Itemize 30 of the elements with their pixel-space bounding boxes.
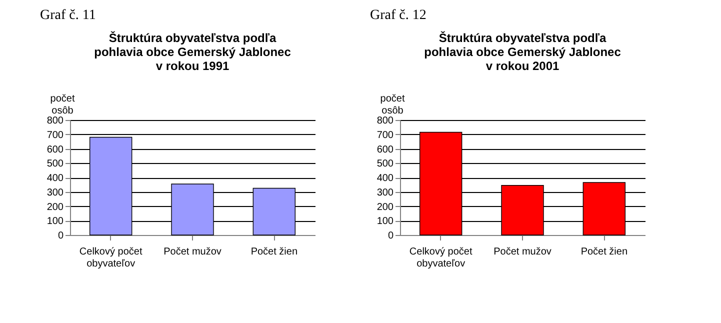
y-tick-label: 100 xyxy=(46,216,64,228)
y-tick-label: 400 xyxy=(376,173,394,184)
x-tick-label: Celkový počet obyvateľov xyxy=(79,246,142,270)
y-axis-title: počet osôb xyxy=(50,94,75,116)
x-tick-label: Počet mužov xyxy=(164,246,222,258)
y-tick-label: 700 xyxy=(46,130,64,141)
y-tick-label: 300 xyxy=(46,187,64,198)
y-tick-label: 300 xyxy=(376,187,394,198)
y-tick-label: 700 xyxy=(376,130,394,141)
y-tick-label: 800 xyxy=(376,116,394,126)
chart-title: Štruktúra obyvateľstva podľa pohlavia obce Gemerský Jablonec v rokou 1991 xyxy=(94,31,292,73)
y-tick-label: 600 xyxy=(376,144,394,156)
y-tick-label: 500 xyxy=(46,158,64,170)
y-tick-label: 0 xyxy=(58,230,64,242)
y-tick-label: 600 xyxy=(46,144,64,156)
x-tick-label: Počet žien xyxy=(580,246,628,258)
text: Graf č. 11 xyxy=(40,8,96,23)
y-tick-label: 400 xyxy=(46,173,64,184)
x-tick-label: Celkový počet obyvateľov xyxy=(409,246,472,270)
x-tick-label: Počet žien xyxy=(250,246,298,258)
y-tick-label: 100 xyxy=(376,216,394,228)
y-axis-title: počet osôb xyxy=(380,94,405,116)
x-tick-label: Počet mužov xyxy=(494,246,552,258)
y-tick-label: 200 xyxy=(46,202,64,213)
y-tick-label: 200 xyxy=(376,202,394,213)
y-tick-label: 500 xyxy=(376,158,394,170)
y-tick-label: 0 xyxy=(388,230,394,242)
text: Graf č. 12 xyxy=(370,8,426,23)
chart-title: Štruktúra obyvateľstva podľa pohlavia obce Gemerský Jablonec v rokou 2001 xyxy=(424,31,622,73)
y-tick-label: 800 xyxy=(46,116,64,126)
